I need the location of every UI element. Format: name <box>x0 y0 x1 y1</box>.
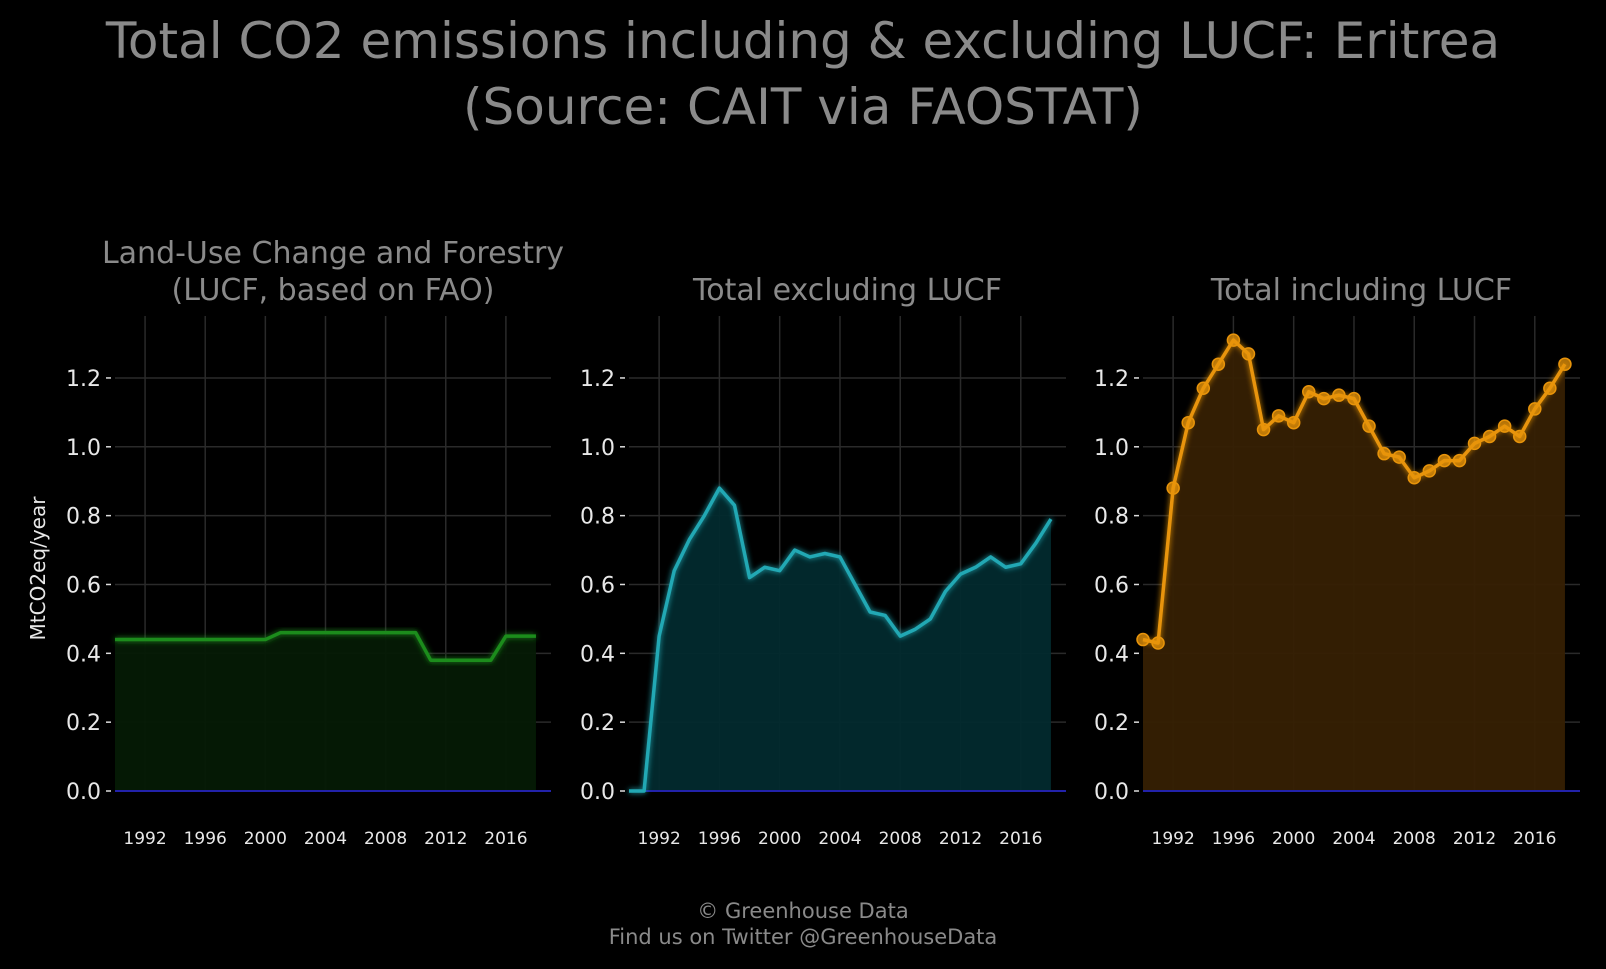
x-tick-label: 2012 <box>424 829 467 849</box>
y-tick-label: 0.4 <box>580 642 615 667</box>
x-tick-label: 1992 <box>123 829 166 849</box>
data-point <box>1392 450 1406 464</box>
y-tick-label: 0.4 <box>66 642 101 667</box>
data-point <box>1317 391 1331 406</box>
data-point <box>1362 419 1376 433</box>
chart-panel-1: 0.0 0.2 0.4 0.6 0.8 1.0 1.2 1992 1996 2000 2004 200… <box>26 236 564 849</box>
data-point <box>1136 632 1150 647</box>
data-point <box>1347 391 1361 406</box>
panel-title: Total including LUCF <box>1210 273 1512 308</box>
data-point <box>1452 453 1467 468</box>
x-tick-label: 1996 <box>184 829 227 849</box>
x-tick-label: 1996 <box>1212 829 1255 849</box>
x-tick-label: 2004 <box>818 829 861 849</box>
y-tick-label: 1.2 <box>66 367 101 392</box>
data-point <box>1226 333 1241 347</box>
x-tick-label: 2016 <box>484 829 527 849</box>
data-point <box>1497 419 1512 433</box>
footer-copyright: © Greenhouse Data <box>697 899 909 923</box>
data-point <box>1377 446 1391 461</box>
x-tick-label: 2016 <box>999 829 1042 849</box>
x-tick-label: 1996 <box>698 829 741 849</box>
y-tick-label: 1.2 <box>580 367 615 392</box>
chart-title-line1: Total CO2 emissions including & excludin… <box>105 12 1501 70</box>
y-tick-label: 1.0 <box>1094 436 1129 461</box>
y-tick-label: 0.8 <box>580 505 615 530</box>
x-tick-label: 2008 <box>879 829 922 849</box>
data-point <box>1256 422 1271 437</box>
y-axis-label: MtCO2eq/year <box>26 496 50 641</box>
data-point <box>1543 381 1557 396</box>
y-tick-label: 0.4 <box>1094 642 1129 667</box>
chart-panel-2: 0.0 0.2 0.4 0.6 0.8 1.0 1.2 1992 1996 2000 2004 200… <box>580 273 1066 849</box>
y-tick-label: 0.8 <box>1094 505 1129 530</box>
data-point <box>1512 429 1527 444</box>
data-point <box>1482 429 1497 444</box>
y-tick-label: 1.0 <box>66 436 101 461</box>
data-point <box>1181 415 1195 430</box>
y-tick-label: 1.0 <box>580 436 615 461</box>
series-line <box>629 486 1053 793</box>
y-tick-label: 0.0 <box>1094 780 1129 805</box>
data-point <box>1407 471 1421 485</box>
data-point <box>1151 636 1165 650</box>
y-tick-label: 0.6 <box>66 573 101 598</box>
y-tick-label: 0.0 <box>66 780 101 805</box>
chart-panel-3: 0.0 0.2 0.4 0.6 0.8 1.0 1.2 1992 1996 2000 2004 200… <box>1094 273 1580 849</box>
footer: © Greenhouse Data Find us on Twitter @Gr… <box>0 898 1606 950</box>
x-tick-label: 2008 <box>1393 829 1436 849</box>
data-point <box>1332 388 1346 402</box>
panel-title: Land-Use Change and Forestry <box>102 236 564 271</box>
y-tick-label: 0.0 <box>580 780 615 805</box>
x-tick-label: 1992 <box>1152 829 1195 849</box>
data-point <box>1437 453 1452 468</box>
y-tick-label: 0.6 <box>580 573 615 598</box>
x-tick-label: 2016 <box>1513 829 1556 849</box>
data-point <box>1422 464 1437 478</box>
x-tick-label: 2012 <box>939 829 982 849</box>
panel-title: (LUCF, based on FAO) <box>172 273 495 308</box>
data-point <box>1271 409 1286 423</box>
data-point <box>1211 357 1226 371</box>
panel-title: Total excluding LUCF <box>692 273 1002 308</box>
y-tick-label: 0.6 <box>1094 573 1129 598</box>
data-point <box>1467 436 1482 451</box>
data-point <box>1241 347 1256 361</box>
data-point <box>1558 357 1572 371</box>
x-tick-label: 2000 <box>758 829 801 849</box>
data-point <box>1196 381 1211 396</box>
y-tick-label: 0.2 <box>1094 711 1129 736</box>
data-point <box>1302 384 1316 399</box>
x-tick-label: 2004 <box>1332 829 1375 849</box>
x-tick-label: 2008 <box>364 829 407 849</box>
series-line <box>115 630 536 662</box>
x-tick-label: 2004 <box>304 829 347 849</box>
y-tick-label: 0.2 <box>66 711 101 736</box>
data-point <box>1166 481 1180 495</box>
footer-twitter: Find us on Twitter @GreenhouseData <box>608 925 998 949</box>
data-point <box>1286 415 1301 430</box>
chart-title-line2: (Source: CAIT via FAOSTAT) <box>463 78 1143 136</box>
chart-title: Total CO2 emissions including & excludin… <box>0 8 1606 140</box>
x-tick-label: 1992 <box>638 829 681 849</box>
series-area <box>629 488 1051 791</box>
series-area <box>115 632 536 791</box>
data-point <box>1528 402 1542 416</box>
y-tick-label: 0.2 <box>580 711 615 736</box>
y-tick-label: 0.8 <box>66 505 101 530</box>
y-tick-label: 1.2 <box>1094 367 1129 392</box>
series-area <box>1143 340 1565 791</box>
x-tick-label: 2000 <box>1272 829 1315 849</box>
x-tick-label: 2012 <box>1453 829 1496 849</box>
x-tick-label: 2000 <box>244 829 287 849</box>
